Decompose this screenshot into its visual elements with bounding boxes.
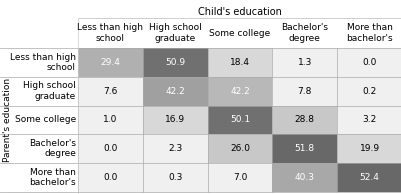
Bar	[142, 77, 207, 106]
Bar	[336, 134, 401, 163]
Text: 0.0: 0.0	[103, 173, 117, 182]
Text: 40.3: 40.3	[294, 173, 314, 182]
Text: 50.1: 50.1	[229, 115, 249, 125]
Bar	[207, 106, 272, 134]
Text: 52.4: 52.4	[359, 173, 379, 182]
Bar	[207, 134, 272, 163]
Text: More than
bachelor's: More than bachelor's	[29, 168, 76, 187]
Bar	[78, 106, 142, 134]
Text: High school
graduate: High school graduate	[148, 23, 201, 43]
Text: 0.2: 0.2	[362, 87, 376, 96]
Bar	[78, 48, 142, 77]
Text: 19.9: 19.9	[358, 144, 379, 153]
Bar	[272, 163, 336, 192]
Bar	[142, 163, 207, 192]
Text: 7.0: 7.0	[232, 173, 247, 182]
Bar	[78, 77, 142, 106]
Text: 3.2: 3.2	[362, 115, 376, 125]
Text: 51.8: 51.8	[294, 144, 314, 153]
Text: Less than high
school: Less than high school	[10, 53, 76, 72]
Text: Bachelor's
degree: Bachelor's degree	[281, 23, 328, 43]
Bar	[272, 106, 336, 134]
Bar	[78, 163, 142, 192]
Text: 2.3: 2.3	[168, 144, 182, 153]
Text: Some college: Some college	[15, 115, 76, 125]
Text: Some college: Some college	[209, 29, 270, 37]
Text: 16.9: 16.9	[165, 115, 185, 125]
Bar	[207, 48, 272, 77]
Text: High school
graduate: High school graduate	[23, 81, 76, 101]
Bar	[272, 77, 336, 106]
Bar	[336, 163, 401, 192]
Text: Parent's education: Parent's education	[4, 78, 12, 162]
Bar	[142, 134, 207, 163]
Text: 42.2: 42.2	[165, 87, 184, 96]
Text: Bachelor's
degree: Bachelor's degree	[29, 139, 76, 158]
Text: 0.3: 0.3	[168, 173, 182, 182]
Text: 26.0: 26.0	[229, 144, 249, 153]
Bar	[207, 163, 272, 192]
Bar	[272, 134, 336, 163]
Text: Child's education: Child's education	[198, 7, 281, 17]
Text: Less than high
school: Less than high school	[77, 23, 143, 43]
Bar	[142, 48, 207, 77]
Bar	[142, 106, 207, 134]
Text: More than
bachelor's: More than bachelor's	[345, 23, 392, 43]
Bar	[272, 48, 336, 77]
Bar	[336, 77, 401, 106]
Bar	[336, 106, 401, 134]
Text: 18.4: 18.4	[229, 58, 249, 67]
Bar	[78, 134, 142, 163]
Text: 28.8: 28.8	[294, 115, 314, 125]
Bar	[207, 77, 272, 106]
Text: 1.3: 1.3	[297, 58, 311, 67]
Bar	[336, 48, 401, 77]
Text: 1.0: 1.0	[103, 115, 117, 125]
Text: 29.4: 29.4	[100, 58, 120, 67]
Text: 42.2: 42.2	[229, 87, 249, 96]
Text: 50.9: 50.9	[165, 58, 185, 67]
Text: 0.0: 0.0	[103, 144, 117, 153]
Text: 0.0: 0.0	[362, 58, 376, 67]
Text: 7.6: 7.6	[103, 87, 117, 96]
Text: 7.8: 7.8	[297, 87, 311, 96]
